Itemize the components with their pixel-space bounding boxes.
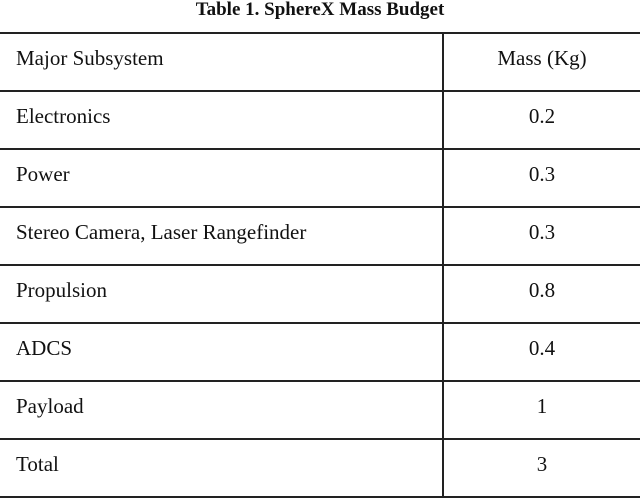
table-title: Table 1. SphereX Mass Budget [195,0,445,20]
subsystem-cell: Electronics [0,90,443,150]
subsystem-cell: Total [0,438,443,498]
mass-cell: 3 [442,438,640,498]
subsystem-cell: Payload [0,380,443,440]
table-row: Stereo Camera, Laser Rangefinder 0.3 [0,206,640,266]
table-row: Power 0.3 [0,148,640,208]
table-row: Electronics 0.2 [0,90,640,150]
table-row: ADCS 0.4 [0,322,640,382]
mass-cell: 0.3 [442,148,640,208]
mass-cell: 0.2 [442,90,640,150]
subsystem-cell: Power [0,148,443,208]
table-header-row: Major Subsystem Mass (Kg) [0,32,640,92]
header-subsystem: Major Subsystem [0,32,443,92]
header-mass: Mass (Kg) [442,32,640,92]
mass-budget-table: Major Subsystem Mass (Kg) Electronics 0.2… [0,32,640,498]
mass-cell: 0.4 [442,322,640,382]
table-row: Total 3 [0,438,640,498]
table-row: Payload 1 [0,380,640,440]
subsystem-cell: ADCS [0,322,443,382]
table-row: Propulsion 0.8 [0,264,640,324]
subsystem-cell: Stereo Camera, Laser Rangefinder [0,206,443,266]
subsystem-cell: Propulsion [0,264,443,324]
mass-cell: 1 [442,380,640,440]
mass-cell: 0.8 [442,264,640,324]
mass-cell: 0.3 [442,206,640,266]
